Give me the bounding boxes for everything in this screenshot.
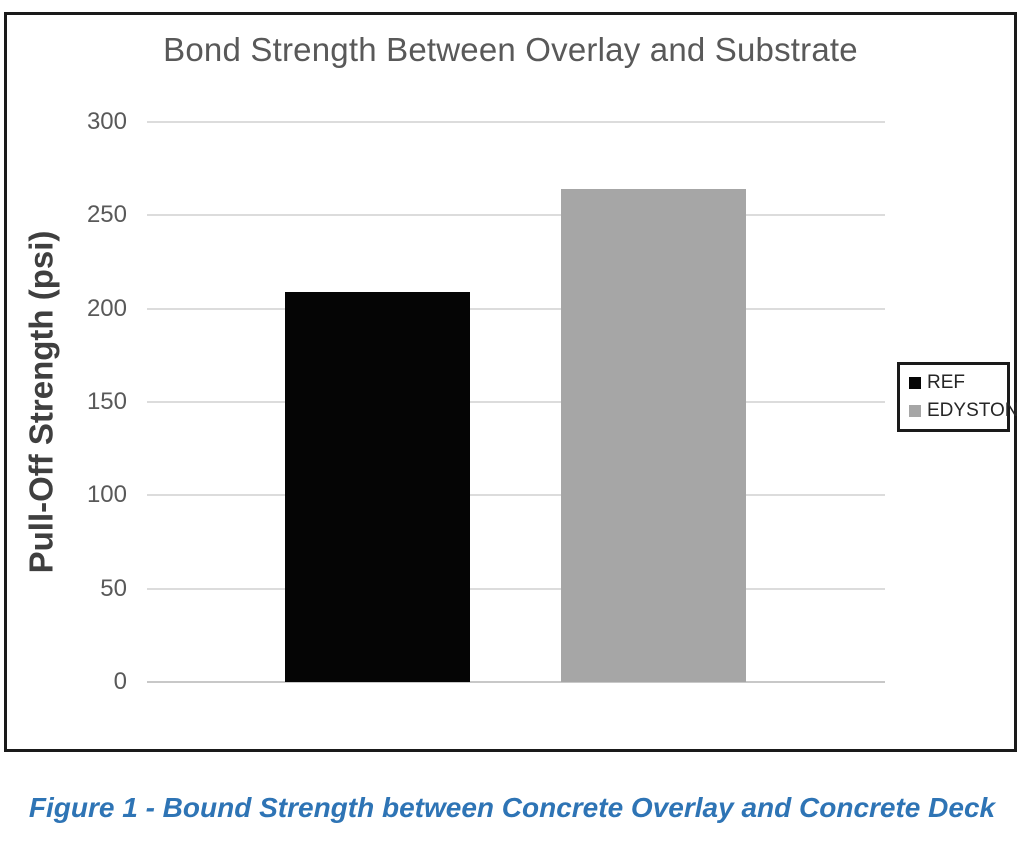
y-axis-tick-label: 200 xyxy=(86,294,127,322)
gridline xyxy=(147,307,885,310)
figure-caption: Figure 1 - Bound Strength between Concre… xyxy=(28,792,996,823)
gridline xyxy=(147,681,885,683)
chart-frame: Bond Strength Between Overlay and Substr… xyxy=(4,12,1019,752)
y-axis-tick-label: 50 xyxy=(100,574,127,602)
legend-label: REF xyxy=(927,371,965,393)
y-axis-tick-label: 0 xyxy=(113,668,127,695)
y-axis-tick-labels: 0 50 100 150 200 250 300 xyxy=(47,108,127,695)
gridline xyxy=(147,587,885,590)
legend-swatch-icon xyxy=(909,376,921,389)
gridline xyxy=(147,121,885,123)
y-axis-tick-label: 250 xyxy=(86,201,127,229)
y-axis-tick-label: 100 xyxy=(86,481,127,509)
y-axis-tick-label: 300 xyxy=(86,108,127,135)
legend-label: EDYSTON xyxy=(927,400,1019,422)
bar-ref xyxy=(285,291,470,682)
y-axis-tick-label: 150 xyxy=(86,388,127,415)
bar-edyston xyxy=(561,189,746,682)
gridline xyxy=(147,494,885,497)
legend-item-edyston: EDYSTON xyxy=(909,400,1019,422)
gridline xyxy=(147,214,885,217)
legend-item-ref: REF xyxy=(909,372,1007,394)
chart-title: Bond Strength Between Overlay and Substr… xyxy=(163,31,858,68)
legend-swatch-icon xyxy=(909,405,921,418)
plot-area xyxy=(147,121,885,683)
legend: REF EDYSTON xyxy=(897,362,1019,432)
gridline xyxy=(147,401,885,403)
